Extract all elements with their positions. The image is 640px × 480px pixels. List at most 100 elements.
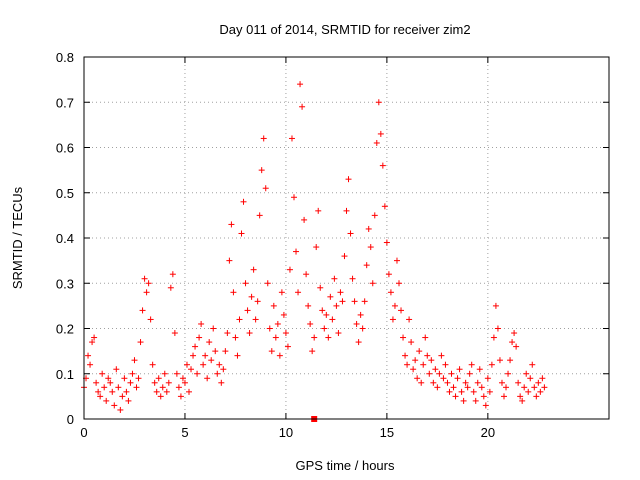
data-point <box>345 176 352 183</box>
data-point <box>226 257 233 264</box>
data-point <box>416 348 423 355</box>
data-point <box>414 375 421 382</box>
data-point <box>369 280 376 287</box>
data-point <box>517 393 524 400</box>
data-point <box>238 230 245 237</box>
data-point <box>418 379 425 386</box>
data-point <box>214 370 221 377</box>
y-tick-label: 0.1 <box>56 367 74 382</box>
data-point <box>248 293 255 300</box>
data-point <box>347 230 354 237</box>
data-point <box>105 375 112 382</box>
data-point <box>216 361 223 368</box>
data-point <box>494 325 501 332</box>
data-point <box>486 388 493 395</box>
data-point <box>377 130 384 137</box>
data-point <box>349 275 356 282</box>
data-point <box>95 388 102 395</box>
data-point <box>282 330 289 337</box>
data-point <box>398 307 405 314</box>
data-point <box>268 348 275 355</box>
data-point <box>387 289 394 296</box>
data-point <box>206 339 213 346</box>
data-point <box>186 388 192 395</box>
data-point <box>153 388 160 395</box>
data-point <box>155 375 162 382</box>
data-point <box>169 271 176 278</box>
data-point <box>299 103 306 110</box>
data-point <box>539 375 546 382</box>
data-point <box>139 307 146 314</box>
plot-frame <box>83 56 610 420</box>
data-point <box>531 384 538 391</box>
data-point <box>232 334 239 341</box>
data-point <box>505 370 512 377</box>
data-point <box>200 361 207 368</box>
data-point <box>533 393 540 400</box>
data-point <box>406 316 413 323</box>
data-point <box>357 311 364 318</box>
data-point <box>400 334 407 341</box>
data-point <box>135 375 142 382</box>
data-point <box>484 375 491 382</box>
data-point <box>335 330 342 337</box>
data-point <box>523 370 530 377</box>
data-point <box>325 334 332 341</box>
data-point <box>521 384 528 391</box>
data-point <box>272 334 279 341</box>
data-point <box>323 311 330 318</box>
data-point <box>313 244 320 251</box>
data-point <box>454 375 461 382</box>
data-point <box>432 366 439 373</box>
data-point <box>177 393 184 400</box>
data-point <box>446 388 453 395</box>
data-point <box>353 320 360 327</box>
x-tick-label: 10 <box>279 425 293 440</box>
data-point <box>430 379 437 386</box>
data-point <box>361 298 368 305</box>
data-point <box>111 402 118 409</box>
data-point <box>222 348 229 355</box>
data-point <box>507 357 514 364</box>
data-point <box>343 207 350 214</box>
data-point <box>107 379 114 386</box>
data-point <box>101 384 108 391</box>
data-point <box>228 221 235 228</box>
data-point <box>383 239 390 246</box>
x-tick-labels: 0 5 10 15 20 <box>80 425 495 440</box>
data-point <box>482 402 489 409</box>
data-point <box>496 357 503 364</box>
data-point <box>478 384 485 391</box>
data-point <box>355 339 362 346</box>
data-point <box>333 302 340 309</box>
data-point <box>119 393 126 400</box>
data-point <box>246 330 253 337</box>
data-point <box>250 266 257 273</box>
data-points <box>81 81 548 422</box>
data-point <box>541 384 548 391</box>
data-point <box>329 316 336 323</box>
data-point <box>133 384 140 391</box>
data-point <box>420 361 427 368</box>
data-point <box>145 280 152 287</box>
data-point <box>159 384 166 391</box>
x-tick-label: 15 <box>380 425 394 440</box>
data-point <box>293 248 300 255</box>
data-point <box>143 289 150 296</box>
data-point <box>89 339 96 346</box>
data-point <box>315 207 322 214</box>
data-point <box>149 361 156 368</box>
data-point <box>175 384 182 391</box>
data-point <box>183 361 190 368</box>
data-point <box>117 406 124 413</box>
data-point <box>339 298 346 305</box>
data-point <box>472 397 479 404</box>
data-point <box>309 348 316 355</box>
data-point <box>262 185 269 192</box>
data-point <box>513 343 520 350</box>
data-point <box>476 366 483 373</box>
data-point <box>208 357 215 364</box>
data-point <box>363 262 370 269</box>
data-point <box>460 397 467 404</box>
data-point <box>367 244 374 251</box>
